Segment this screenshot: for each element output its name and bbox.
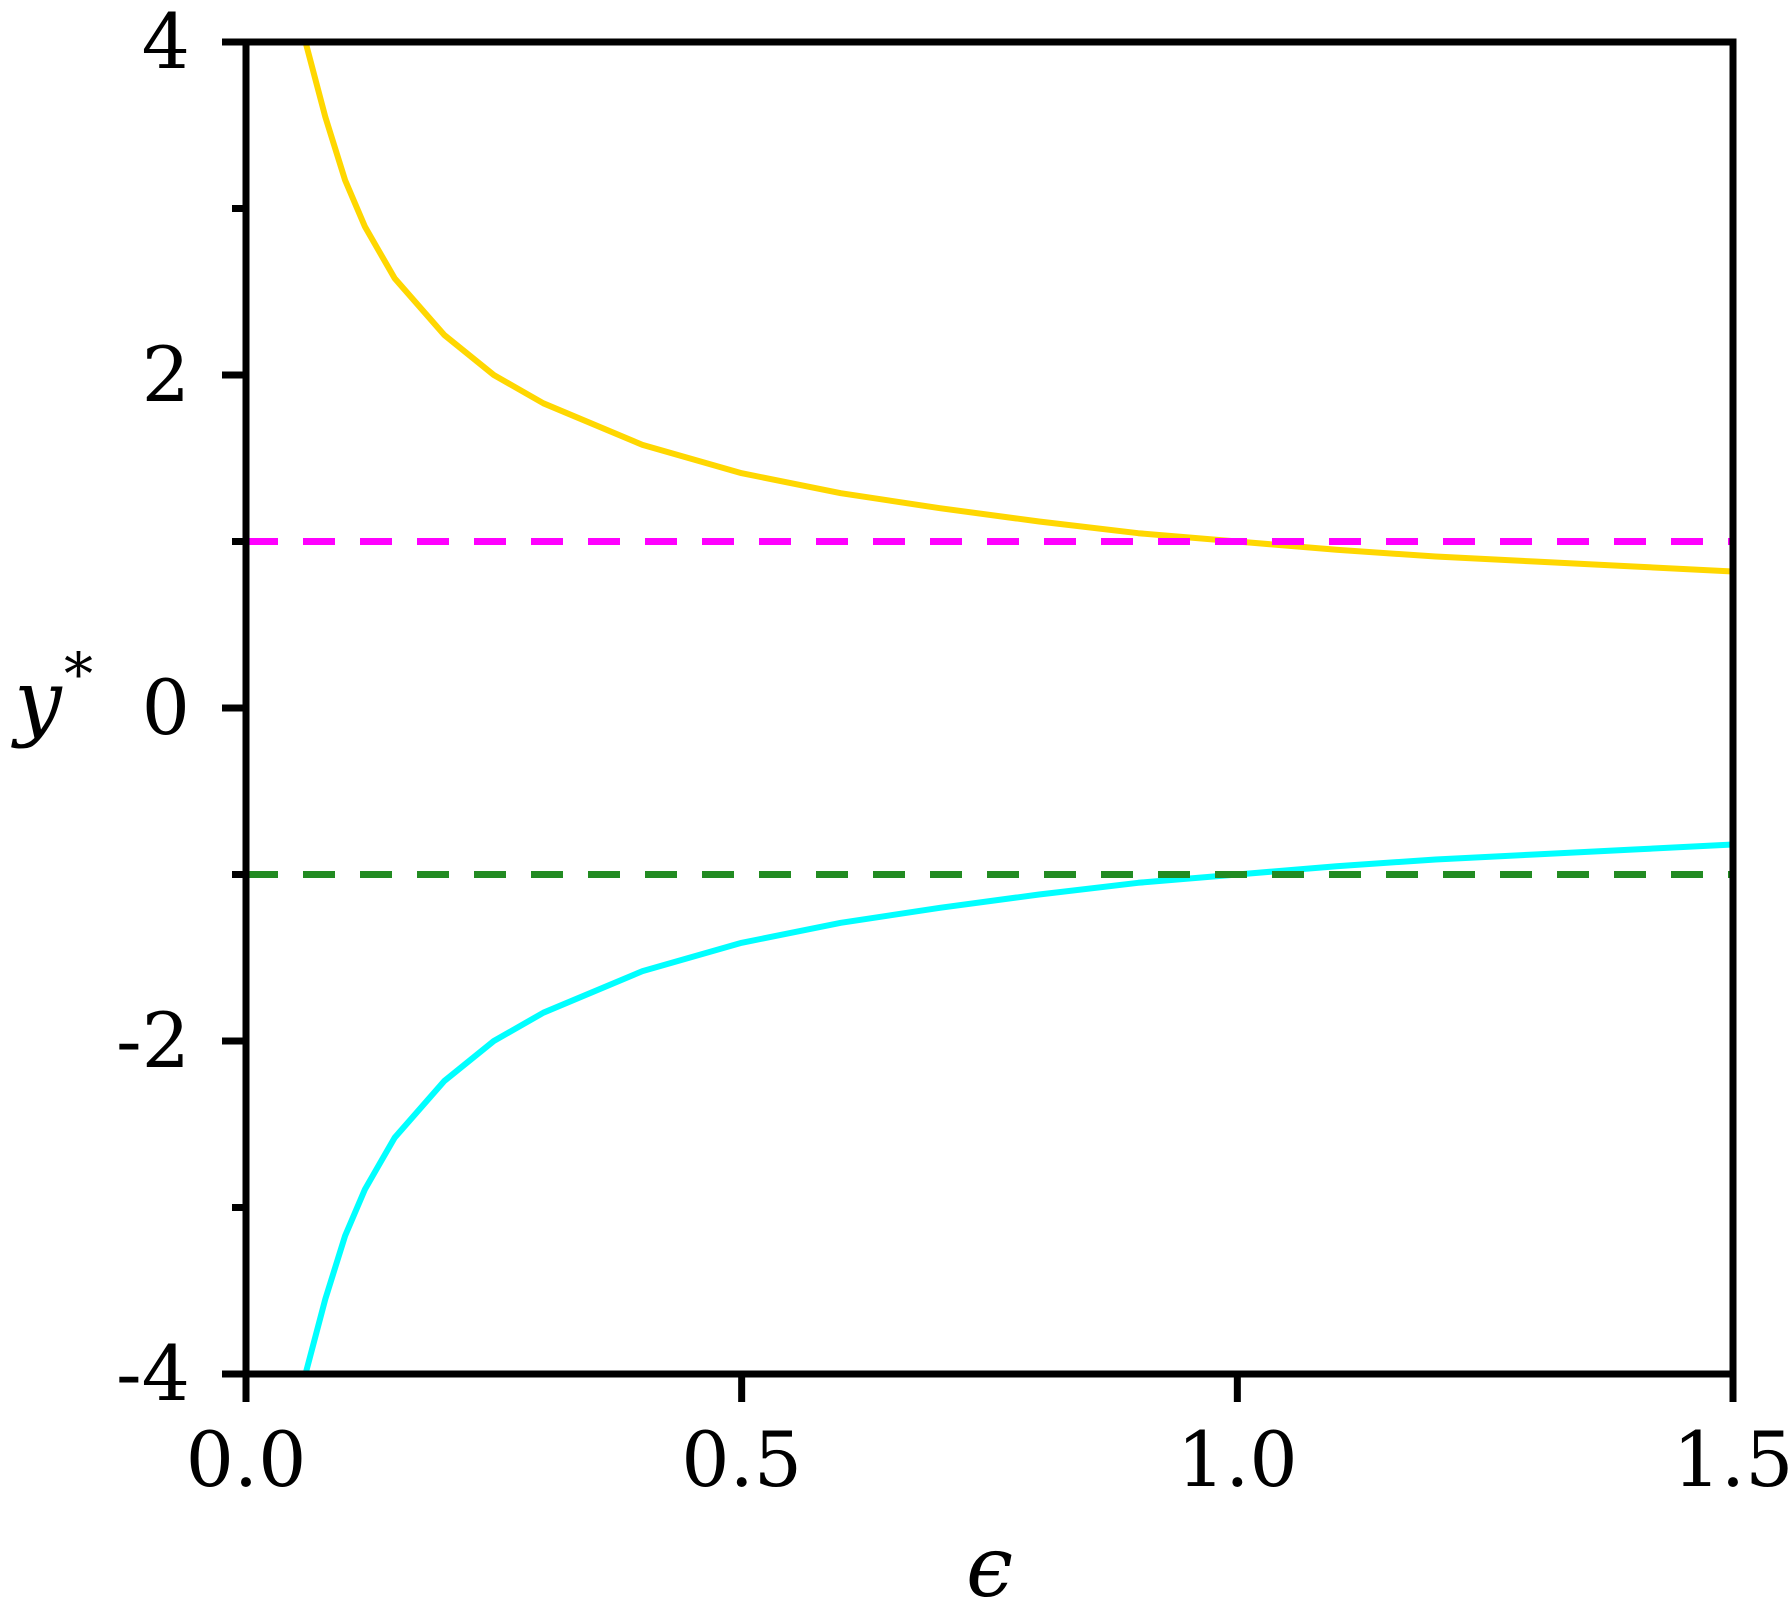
x-tick-label: 1.5 bbox=[1673, 1415, 1790, 1504]
series-line-1 bbox=[302, 41, 1734, 575]
y-tick-label: 0 bbox=[142, 663, 190, 752]
series-layer bbox=[246, 41, 1734, 1375]
x-tick-label: 0.0 bbox=[186, 1415, 307, 1504]
y-axis-label-text: y bbox=[10, 652, 63, 750]
y-tick-label: -2 bbox=[116, 996, 190, 1085]
x-tick-label: 1.0 bbox=[1177, 1415, 1298, 1504]
y-axis-label: y * bbox=[10, 640, 93, 750]
y-axis-label-superscript: * bbox=[64, 640, 93, 708]
y-tick-label: 2 bbox=[142, 330, 190, 419]
y-tick-label: 4 bbox=[142, 0, 190, 86]
ticks-layer: 0.0 0.5 1.0 1.5 -4 -2 0 2 4 bbox=[116, 0, 1790, 1504]
y-tick-label: -4 bbox=[116, 1329, 190, 1418]
plot-frame bbox=[242, 38, 1737, 1378]
series-line-2 bbox=[302, 841, 1734, 1375]
x-tick-label: 0.5 bbox=[681, 1415, 802, 1504]
x-axis-label: ϵ bbox=[966, 1518, 1013, 1609]
